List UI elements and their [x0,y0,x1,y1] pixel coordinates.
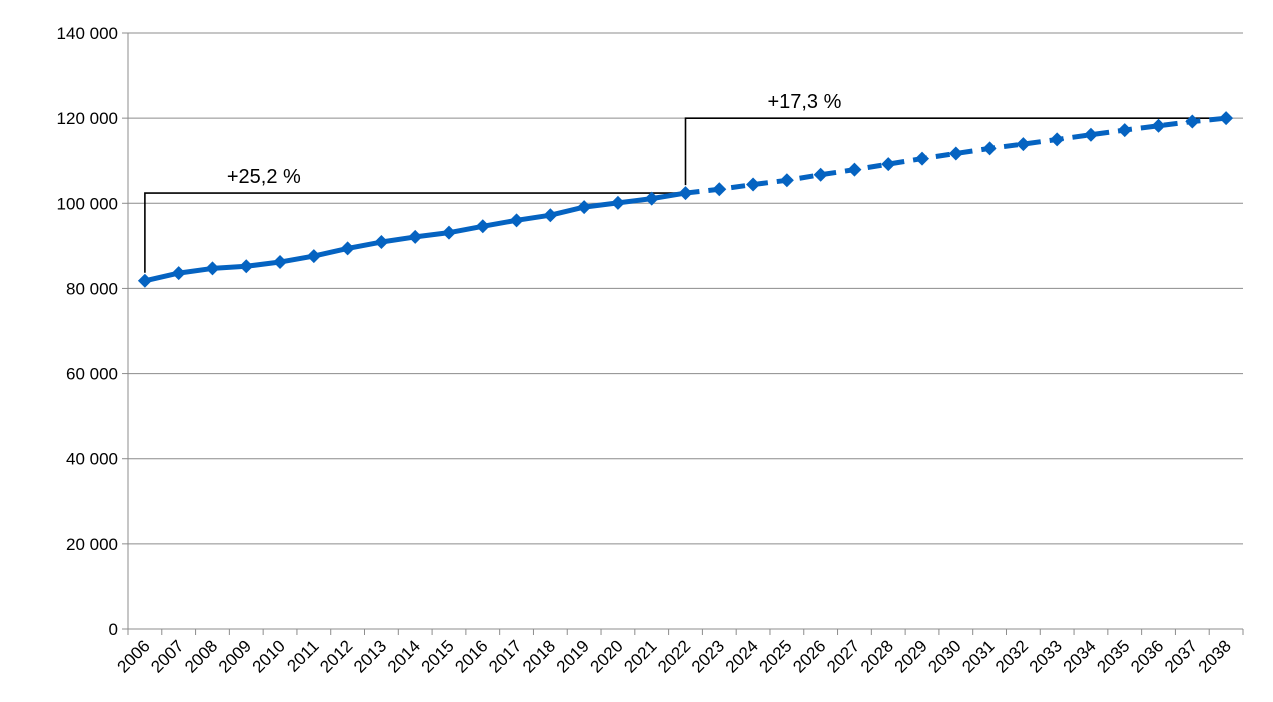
x-tick-label: 2020 [587,636,627,676]
data-point-marker [1151,118,1166,133]
x-tick-label: 2025 [756,636,796,676]
x-tick-label: 2030 [924,636,964,676]
x-tick-label: 2018 [519,636,559,676]
y-tick-label: 60 000 [66,365,118,384]
data-point-marker [1050,132,1065,147]
data-point-marker [137,273,152,288]
data-point-marker [340,241,355,256]
x-tick-label: 2024 [722,636,762,676]
data-point-marker [509,213,524,228]
x-tick-label: 2037 [1161,636,1201,676]
x-tick-label: 2007 [147,636,187,676]
x-tick-label: 2017 [485,636,525,676]
annotations: +25,2 % +17,3 % [144,91,1227,273]
x-tick-label: 2031 [958,636,998,676]
y-tick-labels: 0 20 000 40 000 60 000 80 000 100 000 120 000 1… [57,24,118,639]
series-markers [137,111,1234,288]
y-tick-label: 40 000 [66,450,118,469]
axes [122,32,1244,635]
y-tick-label: 120 000 [57,109,118,128]
x-tick-label: 2008 [181,636,221,676]
data-point-marker [273,255,288,270]
x-tick-label: 2034 [1060,636,1100,676]
data-point-marker [239,259,254,274]
y-tick-label: 0 [109,620,118,639]
data-point-marker [475,219,490,234]
x-tick-label: 2023 [688,636,728,676]
y-tick-label: 80 000 [66,279,118,298]
data-point-marker [779,173,794,188]
data-point-marker [1083,127,1098,142]
data-point-marker [441,225,456,240]
x-tick-label: 2036 [1127,636,1167,676]
growth-label: +17,3 % [767,91,841,113]
x-tick-label: 2022 [654,636,694,676]
data-point-marker [1219,111,1234,126]
x-tick-label: 2029 [891,636,931,676]
data-point-marker [915,151,930,166]
x-tick-label: 2015 [418,636,458,676]
x-tick-label: 2011 [283,636,322,675]
x-tick-label: 2026 [789,636,829,676]
x-tick-label: 2027 [823,636,863,676]
growth-label: +25,2 % [227,166,301,188]
growth-bracket [684,117,1227,186]
data-point-marker [712,182,727,197]
x-tick-label: 2006 [114,636,154,676]
data-point-marker [813,167,828,182]
data-point-marker [1117,123,1132,138]
data-point-marker [1016,137,1031,152]
y-tick-label: 140 000 [57,24,118,43]
x-tick-label: 2021 [620,636,660,676]
x-tick-label: 2032 [992,636,1032,676]
data-point-marker [171,266,186,281]
data-point-marker [306,249,321,264]
x-tick-label: 2033 [1026,636,1066,676]
data-point-marker [408,229,423,244]
x-tick-label: 2012 [316,636,356,676]
growth-bracket [144,192,686,273]
data-point-marker [982,141,997,156]
x-tick-label: 2019 [553,636,593,676]
data-point-marker [610,195,625,210]
data-point-marker [678,186,693,201]
x-tick-label: 2010 [249,636,289,676]
y-tick-label: 20 000 [66,535,118,554]
x-tick-label: 2014 [384,636,424,676]
y-tick-label: 100 000 [57,194,118,213]
x-tick-label: 2028 [857,636,897,676]
x-tick-labels: 2006200720082009201020112012201320142015… [114,636,1235,676]
data-point-marker [1185,114,1200,129]
x-tick-label: 2035 [1093,636,1133,676]
data-point-marker [374,235,389,250]
data-point-marker [577,200,592,215]
data-point-marker [881,157,896,172]
data-point-marker [847,162,862,177]
x-tick-label: 2009 [215,636,255,676]
gridlines [128,32,1243,545]
data-point-marker [205,261,220,276]
data-point-marker [644,191,659,206]
data-point-marker [948,146,963,161]
data-point-marker [543,208,558,223]
x-tick-label: 2013 [350,636,390,676]
x-tick-label: 2016 [451,636,491,676]
x-tick-label: 2038 [1195,636,1235,676]
data-point-marker [746,177,761,192]
